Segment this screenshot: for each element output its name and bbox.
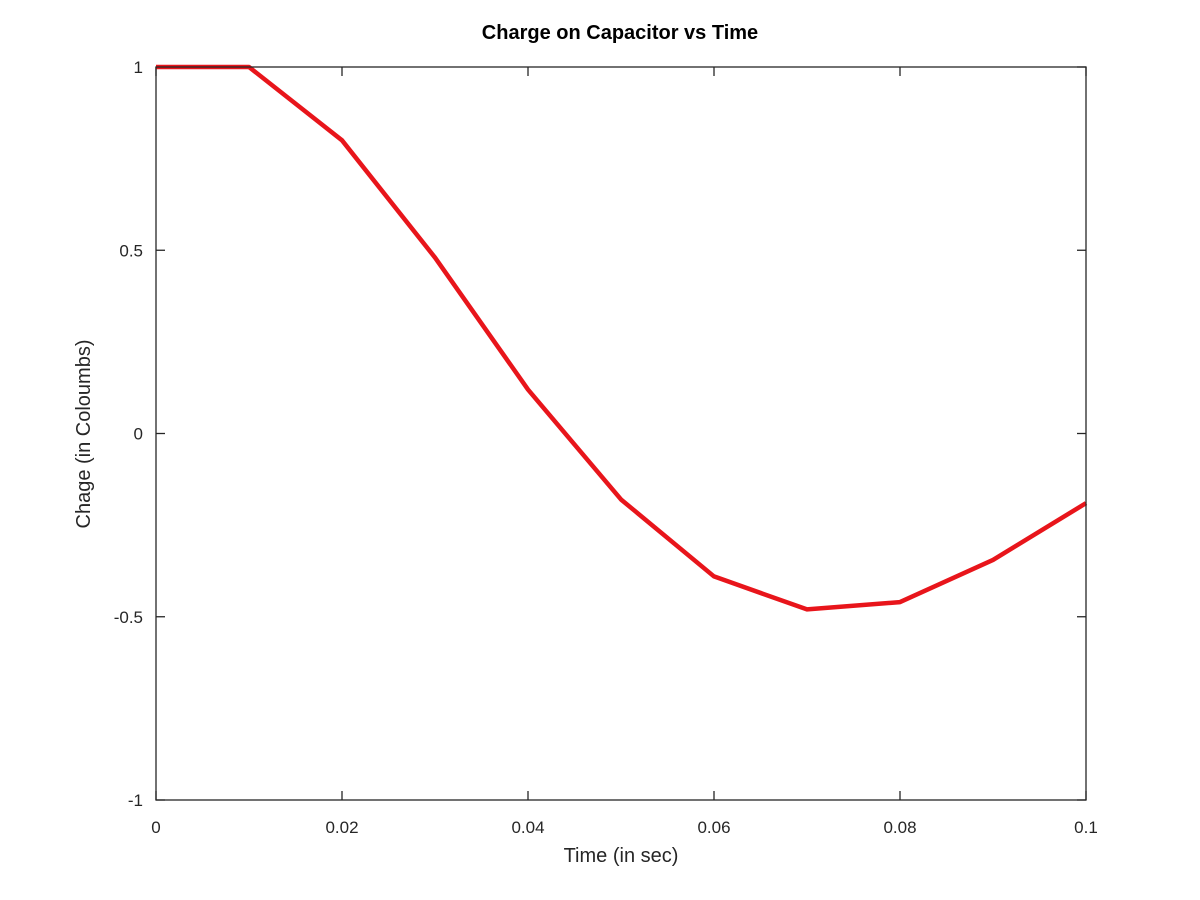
y-tick-label: 0 (134, 425, 143, 444)
x-tick-label: 0.02 (325, 818, 358, 837)
series-layer (156, 64, 1088, 612)
plot-area (156, 67, 1086, 800)
y-axis-label: Chage (in Coloumbs) (73, 340, 95, 529)
x-axis-ticks: 0 0.02 0.04 0.06 0.08 0.1 (151, 67, 1098, 837)
x-tick-label: 0.04 (511, 818, 544, 837)
y-tick-label: -0.5 (114, 608, 143, 627)
x-tick-label: 0.06 (697, 818, 730, 837)
x-tick-label: 0.08 (883, 818, 916, 837)
plot-frame (155, 66, 1087, 801)
series-line-0 (156, 64, 1088, 612)
y-tick-label: 0.5 (119, 241, 143, 260)
x-axis-label: Time (in sec) (564, 845, 679, 867)
chart-title: Charge on Capacitor vs Time (482, 22, 758, 44)
x-tick-label: 0 (151, 818, 160, 837)
y-tick-label: -1 (128, 791, 143, 810)
y-tick-label: 1 (134, 58, 143, 77)
x-tick-label: 0.1 (1074, 818, 1098, 837)
